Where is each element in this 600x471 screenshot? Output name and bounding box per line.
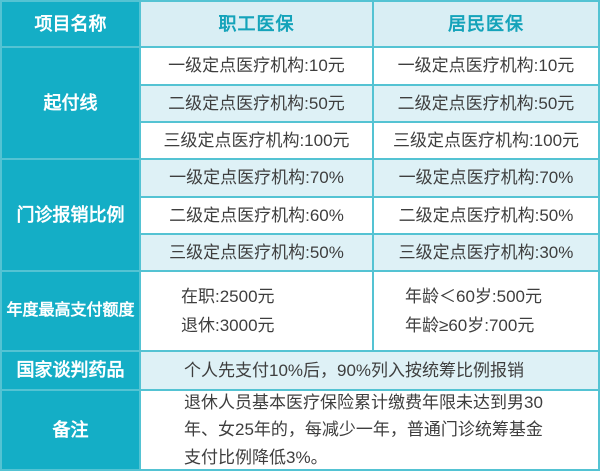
annual-max-employee-active: 在职:2500元 xyxy=(181,286,275,306)
row-label-notes-text: 备注 xyxy=(52,419,89,440)
cell-text: 二级定点医疗机构:50元 xyxy=(397,93,575,113)
cell-text: 三级定点医疗机构:100元 xyxy=(392,130,580,150)
cell-text: 一级定点医疗机构:70% xyxy=(398,168,574,188)
cell-text: 二级定点医疗机构:60% xyxy=(169,205,344,225)
cell-deductible-tier2-resident: 二级定点医疗机构:50元 xyxy=(374,86,598,121)
cell-text: 个人先支付10%后，90%列入按统筹比例报销 xyxy=(184,360,525,380)
cell-text: 一级定点医疗机构:10元 xyxy=(168,56,345,76)
cell-text: 三级定点医疗机构:100元 xyxy=(163,130,350,150)
cell-deductible-tier3-resident: 三级定点医疗机构:100元 xyxy=(374,123,598,158)
cell-outpatient-tier2-employee: 二级定点医疗机构:60% xyxy=(141,198,372,233)
cell-annual-max-employee: 在职:2500元 退休:3000元 xyxy=(141,272,372,350)
cell-text: 退休人员基本医疗保险累计缴费年限未达到男30年、女25年的，每减少一年，普通门诊… xyxy=(184,393,543,467)
cell-outpatient-tier2-resident: 二级定点医疗机构:50% xyxy=(374,198,598,233)
cell-deductible-tier3-employee: 三级定点医疗机构:100元 xyxy=(141,123,372,158)
row-label-annual-max-text: 年度最高支付额度 xyxy=(6,302,135,319)
cell-outpatient-tier1-resident: 一级定点医疗机构:70% xyxy=(374,160,598,196)
annual-max-employee-retired: 退休:3000元 xyxy=(181,316,275,335)
row-label-annual-max: 年度最高支付额度 xyxy=(2,272,139,350)
cell-outpatient-tier3-resident: 三级定点医疗机构:30% xyxy=(374,235,598,270)
annual-max-resident-under60: 年龄＜60岁:500元 xyxy=(405,286,542,306)
header-resident-insurance-label: 居民医保 xyxy=(448,13,524,34)
annual-max-resident-over60: 年龄≥60岁:700元 xyxy=(405,316,535,335)
header-employee-insurance: 职工医保 xyxy=(141,2,372,46)
cell-outpatient-tier1-employee: 一级定点医疗机构:70% xyxy=(141,160,372,196)
row-label-negotiated-drugs: 国家谈判药品 xyxy=(2,352,139,389)
header-employee-insurance-label: 职工医保 xyxy=(218,13,295,34)
cell-notes-content: 退休人员基本医疗保险累计缴费年限未达到男30年、女25年的，每减少一年，普通门诊… xyxy=(141,391,598,469)
header-resident-insurance: 居民医保 xyxy=(374,2,598,46)
cell-text: 三级定点医疗机构:50% xyxy=(169,242,344,262)
cell-negotiated-drugs-content: 个人先支付10%后，90%列入按统筹比例报销 xyxy=(141,352,598,389)
row-label-deductible-text: 起付线 xyxy=(43,92,98,113)
cell-text: 一级定点医疗机构:10元 xyxy=(397,56,575,76)
cell-text: 二级定点医疗机构:50% xyxy=(398,205,574,225)
cell-text: 三级定点医疗机构:30% xyxy=(398,242,574,262)
cell-text: 一级定点医疗机构:70% xyxy=(169,168,344,188)
cell-annual-max-resident: 年龄＜60岁:500元 年龄≥60岁:700元 xyxy=(374,272,598,350)
cell-deductible-tier1-resident: 一级定点医疗机构:10元 xyxy=(374,48,598,84)
header-item-name-label: 项目名称 xyxy=(34,13,107,34)
cell-deductible-tier1-employee: 一级定点医疗机构:10元 xyxy=(141,48,372,84)
cell-text: 二级定点医疗机构:50元 xyxy=(168,93,345,113)
row-label-negotiated-drugs-text: 国家谈判药品 xyxy=(16,360,125,381)
header-item-name: 项目名称 xyxy=(2,2,139,46)
row-label-deductible: 起付线 xyxy=(2,48,139,158)
cell-deductible-tier2-employee: 二级定点医疗机构:50元 xyxy=(141,86,372,121)
row-label-notes: 备注 xyxy=(2,391,139,469)
cell-outpatient-tier3-employee: 三级定点医疗机构:50% xyxy=(141,235,372,270)
row-label-outpatient-ratio: 门诊报销比例 xyxy=(2,160,139,270)
row-label-outpatient-ratio-text: 门诊报销比例 xyxy=(16,204,125,225)
